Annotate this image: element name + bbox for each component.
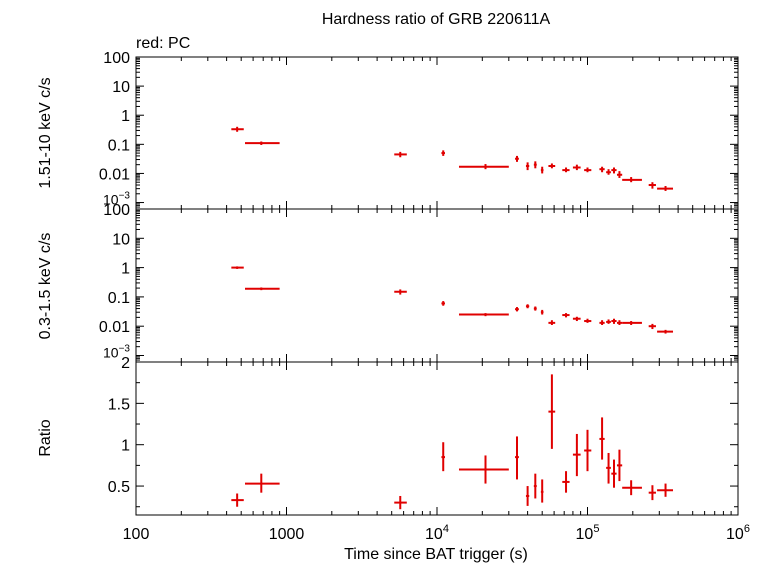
ratio-panel-frame — [135, 361, 739, 516]
data-point — [562, 313, 570, 318]
data-point — [599, 417, 605, 460]
data-point — [525, 162, 530, 171]
soft-panel-frame — [135, 208, 739, 363]
data-point — [622, 480, 642, 496]
y-tick-label: 0.5 — [108, 479, 130, 496]
x-tick-label: 104 — [425, 523, 449, 543]
ratio-y-axis-label: Ratio — [37, 419, 54, 456]
data-point — [525, 304, 530, 309]
data-point — [441, 301, 445, 306]
y-tick-label: 1 — [121, 261, 130, 278]
chart-subtitle: red: PC — [136, 35, 190, 52]
data-point — [562, 471, 570, 493]
data-point — [533, 161, 537, 169]
data-point — [611, 459, 617, 488]
soft-band-y-axis-label: 0.3-1.5 keV c/s — [37, 233, 54, 340]
data-point — [599, 320, 605, 325]
hard-panel-frame — [135, 56, 739, 210]
data-point — [245, 141, 280, 145]
data-point — [599, 166, 605, 173]
data-point — [394, 495, 407, 510]
y-tick-label: 1 — [121, 108, 130, 125]
data-point — [648, 323, 656, 330]
y-tick-label: 0.01 — [99, 319, 130, 336]
y-tick-label: 0.01 — [99, 166, 130, 183]
y-tick-label: 1 — [121, 438, 130, 455]
data-point — [606, 452, 611, 484]
data-point — [394, 151, 407, 158]
data-point — [245, 473, 280, 493]
y-tick-label: 10 — [112, 79, 130, 96]
x-tick-label: 1000 — [269, 526, 305, 543]
y-tick-label: 10 — [112, 231, 130, 248]
data-point — [648, 485, 656, 501]
chart-title: Hardness ratio of GRB 220611A — [322, 11, 551, 28]
data-point — [622, 177, 642, 183]
data-point — [515, 307, 519, 312]
data-point — [441, 442, 445, 472]
data-point — [458, 164, 509, 170]
data-point — [540, 479, 544, 503]
data-point — [245, 287, 280, 291]
data-point — [648, 182, 656, 189]
x-tick-label: 106 — [726, 523, 750, 543]
hard-band-y-axis-label: 1.51-10 keV c/s — [37, 77, 54, 188]
data-point — [606, 169, 611, 175]
data-point — [231, 266, 244, 269]
y-tick-label: 0.1 — [108, 137, 130, 154]
y-tick-label: 1.5 — [108, 396, 130, 413]
data-point — [572, 316, 581, 322]
data-point — [584, 429, 592, 472]
data-point — [584, 318, 592, 323]
y-tick-label: 100 — [103, 50, 130, 67]
x-axis-label: Time since BAT trigger (s) — [344, 546, 528, 563]
x-tick-label: 100 — [123, 526, 150, 543]
y-tick-label: 100 — [103, 202, 130, 219]
data-point — [548, 374, 556, 449]
data-point — [572, 433, 581, 477]
data-point — [515, 155, 519, 162]
y-tick-label: 0.1 — [108, 290, 130, 307]
ratio-panel: 2 1.5 1 0.5 100 1000 104 105 106 — [108, 355, 750, 543]
data-point — [572, 164, 581, 171]
data-point — [616, 320, 623, 325]
x-tick-label: 105 — [576, 523, 600, 543]
data-point — [611, 167, 617, 174]
data-point — [606, 319, 611, 324]
data-point — [562, 167, 570, 173]
data-point — [616, 449, 623, 482]
data-point — [548, 320, 556, 325]
data-point — [584, 167, 592, 173]
data-point — [525, 486, 530, 506]
data-point — [540, 309, 544, 315]
data-point — [616, 171, 623, 178]
data-point — [611, 318, 617, 324]
data-point — [657, 483, 674, 497]
y-tick-label: 2 — [121, 355, 130, 372]
data-point — [441, 150, 445, 156]
data-point — [458, 313, 509, 317]
data-point — [548, 163, 556, 169]
data-point — [231, 126, 244, 132]
data-point — [657, 186, 674, 191]
data-point — [533, 473, 537, 499]
data-point — [533, 306, 537, 311]
data-point — [394, 289, 407, 295]
data-point — [515, 436, 519, 480]
data-point — [622, 321, 642, 325]
data-point — [458, 455, 509, 484]
data-point — [657, 329, 674, 334]
data-point — [540, 166, 544, 174]
data-point — [231, 493, 244, 507]
